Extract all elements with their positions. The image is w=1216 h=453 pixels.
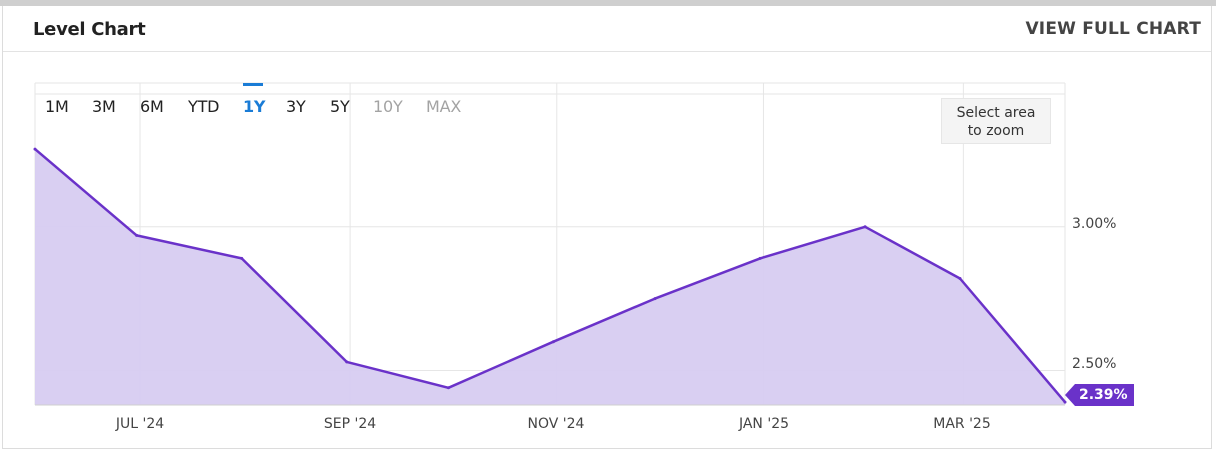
x-tick-label: NOV '24 (527, 416, 585, 432)
range-button-6m[interactable]: 6M (140, 97, 164, 116)
data-point (653, 297, 657, 301)
x-tick-label: JAN '25 (738, 416, 790, 432)
card-title: Level Chart (33, 19, 146, 40)
card-header: Level Chart VIEW FULL CHART (3, 6, 1211, 52)
x-tick-label: SEP '24 (323, 416, 377, 432)
range-button-10y: 10Y (373, 97, 403, 116)
y-tick-label: 2.50% (1072, 356, 1117, 372)
data-point (958, 277, 962, 280)
data-point (863, 225, 867, 229)
y-tick-label: 3.00% (1072, 216, 1117, 232)
data-point (33, 147, 37, 151)
view-full-chart-link[interactable]: VIEW FULL CHART (1025, 19, 1201, 39)
last-value-badge: 2.39% (1065, 384, 1134, 406)
range-button-1m[interactable]: 1M (45, 97, 69, 116)
range-button-5y[interactable]: 5Y (330, 97, 350, 116)
range-button-max: MAX (426, 97, 462, 116)
select-area-zoom-hint: Select area to zoom (941, 98, 1051, 144)
range-button-3y[interactable]: 3Y (286, 97, 306, 116)
active-range-indicator (243, 83, 263, 86)
zoom-hint-line1: Select area (956, 105, 1036, 121)
data-point (240, 256, 244, 260)
data-point (758, 256, 762, 260)
x-tick-label: MAR '25 (933, 416, 991, 432)
data-point (551, 340, 555, 344)
data-point (135, 233, 139, 237)
top-border (0, 0, 1216, 6)
series-area (35, 149, 1065, 405)
data-point (446, 386, 450, 390)
range-button-1y[interactable]: 1Y (243, 97, 266, 116)
range-button-ytd[interactable]: YTD (188, 97, 220, 116)
range-button-3m[interactable]: 3M (92, 97, 116, 116)
data-point (345, 360, 349, 364)
zoom-hint-line2: to zoom (967, 123, 1025, 139)
x-tick-label: JUL '24 (115, 416, 165, 432)
